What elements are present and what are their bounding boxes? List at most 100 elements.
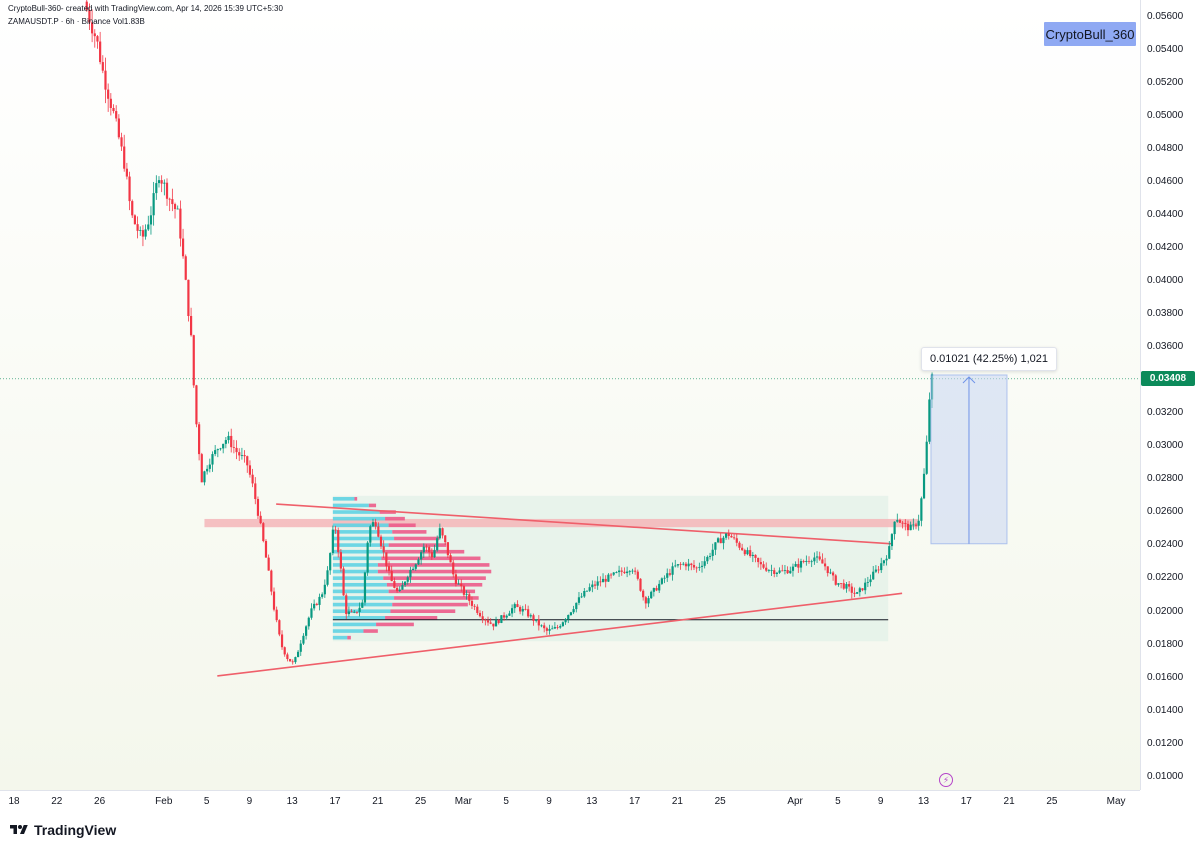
candle-body [318, 596, 321, 605]
candle-body [473, 605, 476, 607]
candle-body [355, 611, 359, 613]
price-tick-label: 0.02600 [1147, 506, 1184, 518]
volume-profile-buy-bar [332, 536, 395, 541]
candle-body [524, 608, 527, 610]
candle-body [195, 385, 198, 425]
candle-body [256, 499, 260, 516]
candle-body [171, 199, 174, 205]
volume-profile-sell-bar [394, 596, 479, 600]
candle-body [604, 578, 607, 582]
volume-profile-sell-bar [347, 635, 351, 640]
candle-body [173, 204, 177, 210]
candle-body [794, 563, 797, 567]
time-tick-label: 25 [714, 796, 726, 807]
candle-body [583, 591, 586, 597]
candle-body [925, 441, 928, 474]
candle-body [117, 118, 120, 138]
candle-body [628, 571, 631, 573]
price-tick-label: 0.02800 [1147, 473, 1184, 485]
candle-body [850, 586, 853, 593]
candle-body [141, 230, 145, 237]
candle-body [553, 627, 556, 629]
time-tick-label: 5 [835, 796, 841, 807]
candle-body [187, 279, 190, 317]
candle-body [577, 597, 581, 603]
lightning-icon[interactable]: ⚡ [939, 773, 953, 787]
candle-body [280, 634, 284, 648]
chart-plot-area[interactable]: CryptoBull-360- created with TradingView… [0, 0, 1140, 790]
candle-body [679, 564, 682, 565]
candle-body [358, 607, 361, 613]
volume-profile-sell-bar [385, 516, 405, 521]
volume-profile-sell-bar [377, 569, 492, 574]
candle-body [617, 570, 621, 573]
candle-body [444, 535, 447, 543]
candle-body [179, 208, 182, 239]
candle-body [93, 33, 96, 37]
candle-body [286, 654, 289, 660]
candle-body [406, 577, 409, 582]
candle-body [147, 224, 150, 230]
candle-body [136, 224, 139, 231]
candle-body [642, 590, 645, 598]
time-tick-label: 5 [203, 796, 210, 807]
candle-body [505, 615, 508, 618]
candle-body [296, 651, 300, 658]
candle-body [797, 563, 800, 568]
candle-body [866, 582, 869, 583]
candle-body [208, 464, 211, 469]
candle-body [99, 41, 102, 63]
time-tick-label: 21 [1003, 796, 1015, 807]
candle-body [647, 598, 650, 604]
candle-body [251, 474, 254, 484]
time-axis[interactable]: 18 22 26 Feb 5 9 13 17 21 25 Mar 5 9 13 17 21 25 Apr 5 9 13 1… [0, 790, 1140, 813]
symbol-legend[interactable]: ZAMAUSDT.P · 6h · Binance Vol1.83B [8, 17, 145, 26]
candle-body [107, 89, 110, 99]
tradingview-logo[interactable]: TradingView [8, 822, 116, 838]
price-tick-label: 0.04800 [1147, 142, 1184, 154]
candle-body [695, 567, 698, 569]
candle-body [339, 552, 342, 569]
candle-body [152, 193, 155, 216]
candle-body [778, 570, 781, 573]
candle-body [238, 452, 241, 456]
author-watermark: CryptoBull_360 [1044, 22, 1136, 46]
price-axis[interactable]: 0.05600 0.05400 0.05200 0.05000 0.04800 0.046… [1140, 0, 1200, 790]
candle-body [724, 533, 728, 538]
candle-body [313, 603, 316, 609]
candle-body [283, 647, 286, 655]
candle-body [655, 588, 658, 591]
candle-body [385, 552, 388, 567]
candle-body [291, 661, 294, 663]
candle-body [620, 570, 623, 572]
volume-profile-buy-bar [332, 629, 364, 633]
time-tick-label: 17 [629, 796, 641, 807]
candle-body [786, 569, 789, 574]
volume-profile-sell-bar [376, 622, 414, 627]
time-tick-label: May [1106, 796, 1126, 807]
candle-body [599, 581, 602, 583]
candlestick-chart[interactable] [0, 0, 1140, 790]
candle-body [585, 590, 589, 592]
candle-body [754, 554, 757, 558]
candle-body [548, 628, 551, 631]
candle-body [139, 230, 142, 231]
candle-body [540, 625, 543, 627]
candle-body [650, 591, 653, 599]
candle-body [104, 70, 107, 90]
volume-profile-sell-bar [363, 629, 378, 633]
candle-body [165, 182, 169, 199]
candle-body [235, 447, 238, 453]
candle-body [551, 628, 554, 630]
chart-credit-line: CryptoBull-360- created with TradingView… [8, 4, 283, 13]
candle-body [631, 570, 634, 572]
time-tick-label: Mar [454, 796, 473, 807]
candle-body [615, 572, 618, 573]
volume-profile-sell-bar [394, 536, 440, 541]
candle-body [224, 440, 227, 444]
candle-body [449, 555, 452, 563]
candle-body [446, 542, 449, 556]
candle-body [869, 579, 872, 583]
candle-body [133, 215, 137, 225]
price-tick-label: 0.05200 [1147, 76, 1184, 88]
